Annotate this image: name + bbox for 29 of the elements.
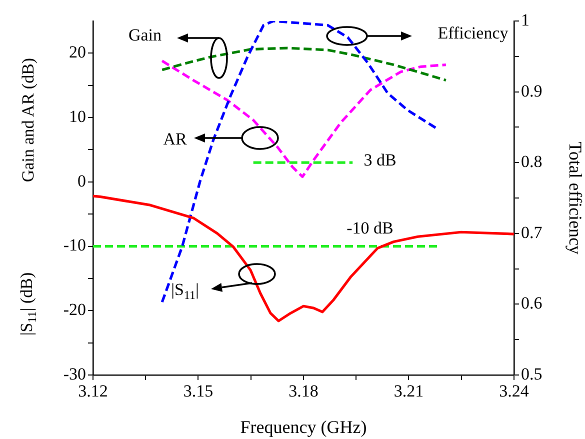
y-tick-label: -10	[63, 236, 86, 255]
line-series	[160, 46, 448, 82]
x-axis-title: Frequency (GHz)	[240, 416, 367, 437]
x-tick-label: 3.24	[499, 382, 530, 401]
annotation: Efficiency	[438, 24, 508, 42]
annotation: AR	[163, 130, 187, 148]
annotation: -10 dB	[346, 218, 394, 238]
y-axis-title: Gain and AR (dB)	[18, 58, 38, 182]
y-tick-label: 0	[78, 171, 86, 190]
line-series	[160, 21, 438, 304]
x-tick-label: 3.12	[78, 382, 108, 401]
y-tick-label: 10	[69, 107, 86, 126]
y2-tick-label: 0.7	[521, 222, 543, 242]
y2-tick-label: 1	[521, 10, 530, 30]
annotation: 3 dB	[364, 150, 396, 170]
y2-axis-title: Total efficiency	[565, 142, 585, 254]
y2-tick-label: 0.9	[521, 81, 542, 100]
annotation: |S$_{11}$|	[171, 280, 199, 302]
y-tick-label: 20	[69, 42, 86, 62]
y-tick-label: -20	[63, 300, 86, 320]
y2-tick-label: 0.8	[521, 152, 542, 172]
x-tick-label: 3.15	[183, 382, 214, 401]
y2-tick-label: 0.5	[521, 364, 542, 384]
x-tick-label: 3.21	[394, 382, 424, 401]
y-tick-label: -30	[63, 364, 86, 384]
x-tick-label: 3.18	[288, 382, 318, 401]
y2-tick-label: 0.6	[521, 294, 542, 313]
annotation: Gain	[128, 26, 162, 44]
line-series	[160, 60, 448, 178]
